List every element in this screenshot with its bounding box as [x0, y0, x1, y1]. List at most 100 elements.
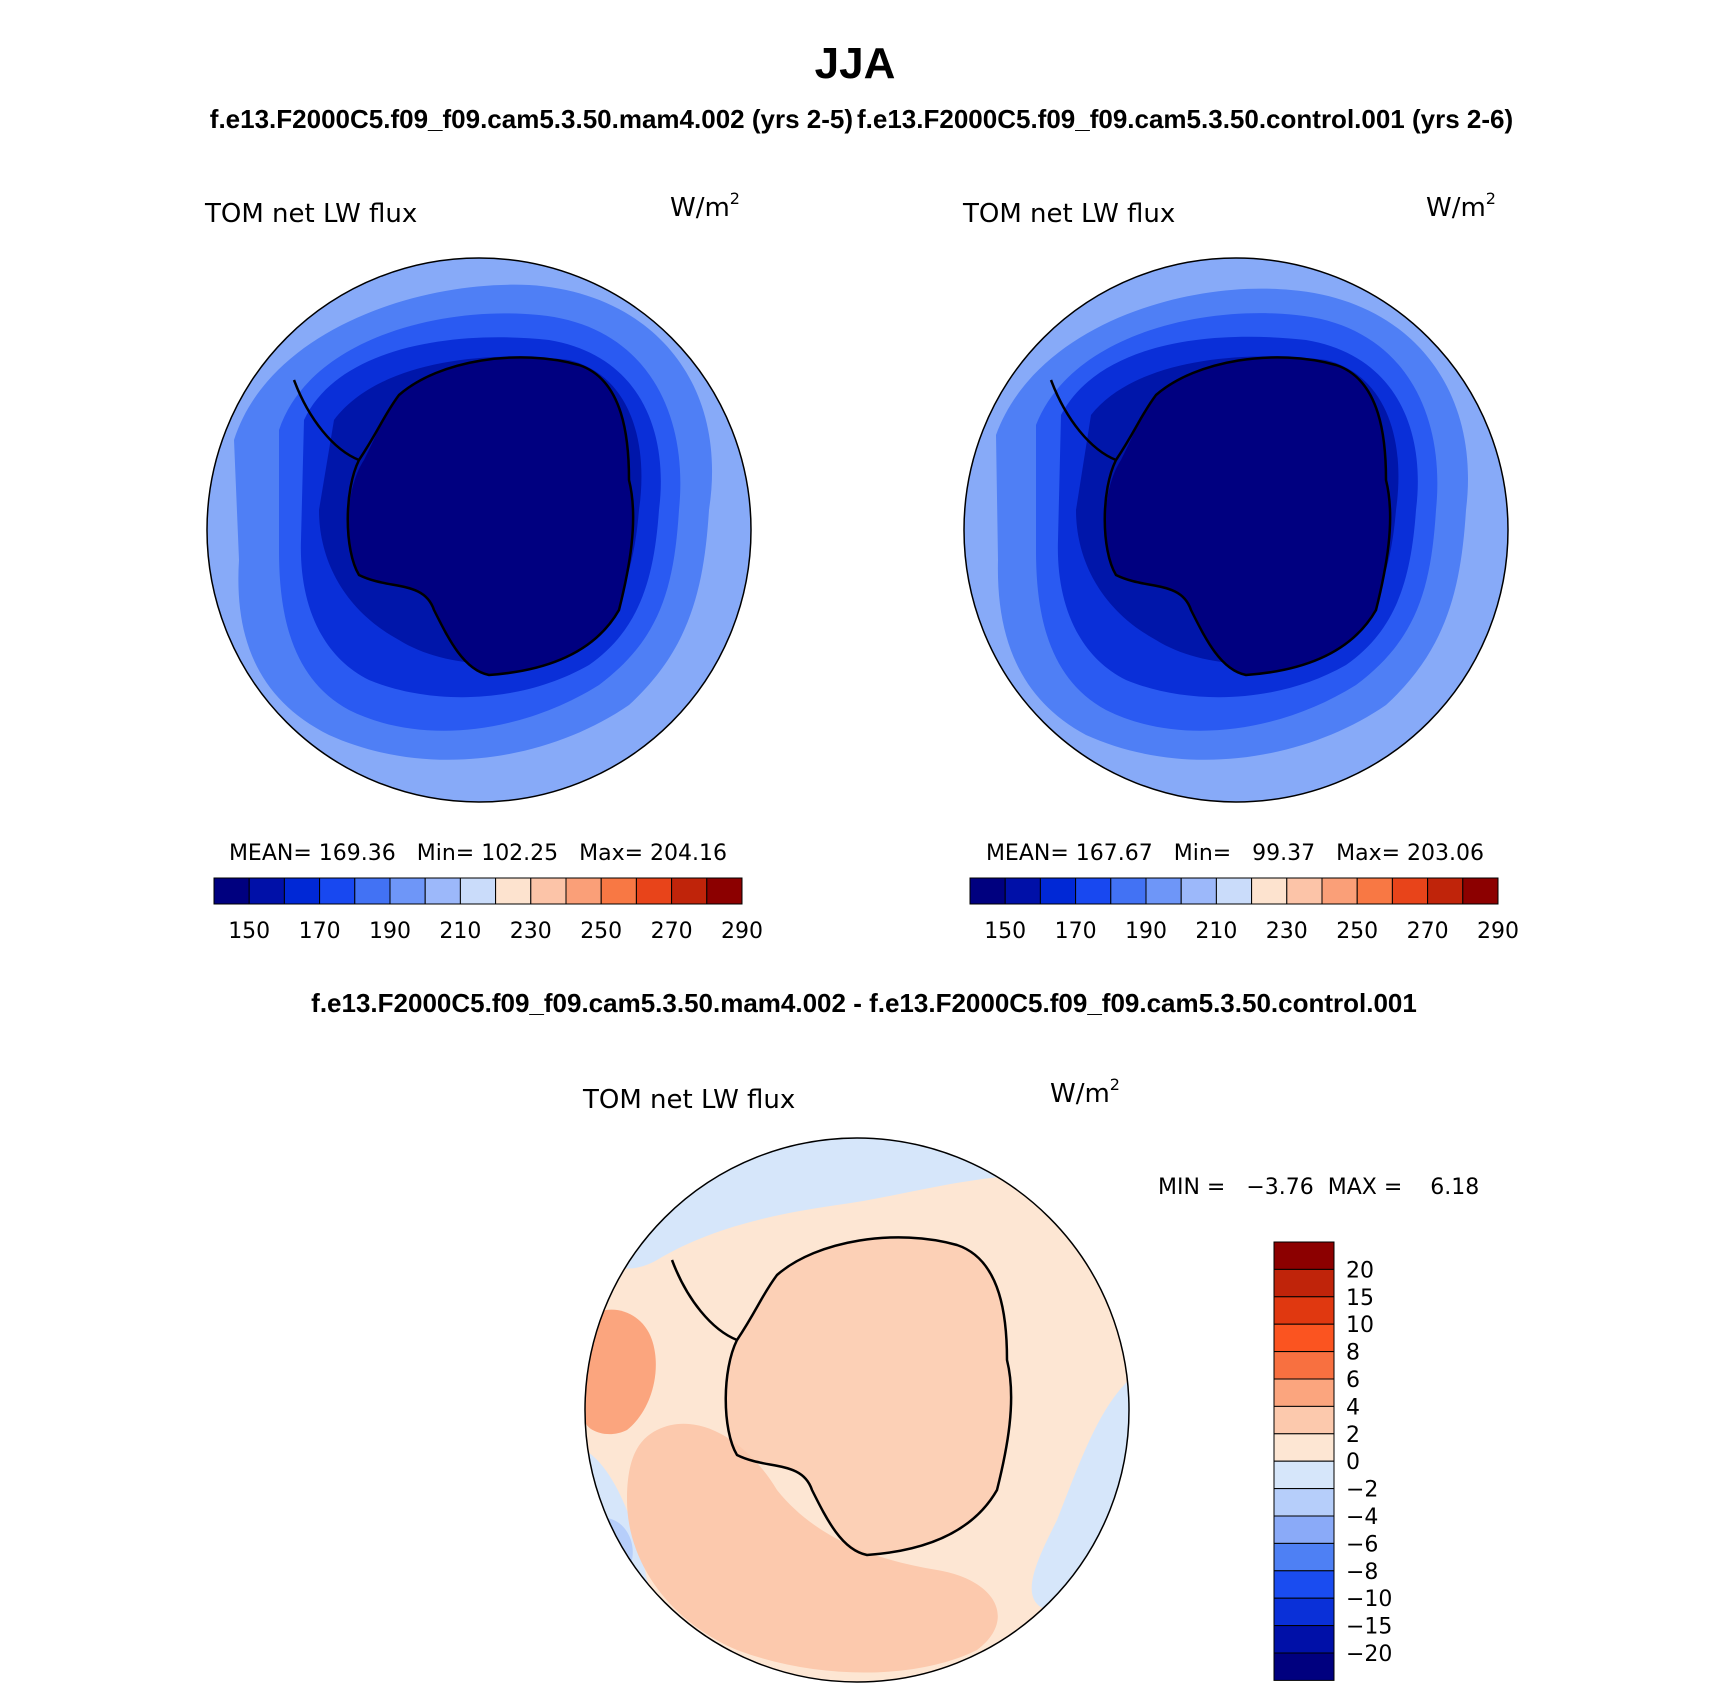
cbar1-swatch-12 — [635, 877, 673, 905]
cbar1-tick-7: 290 — [721, 919, 763, 944]
cbar2-swatch-7 — [1215, 877, 1253, 905]
difference-title: f.e13.F2000C5.f09_f09.cam5.3.50.mam4.002… — [311, 988, 1417, 1018]
cbar2-tick-6: 270 — [1407, 919, 1449, 944]
panel1-units: W/m2 — [670, 189, 740, 223]
cbar3-tick-9: −4 — [1346, 1505, 1378, 1530]
cbar2-tick-2: 190 — [1125, 919, 1167, 944]
cbar2-swatch-14 — [1462, 877, 1499, 905]
cbar2-tick-3: 210 — [1195, 919, 1237, 944]
cbar3-swatch-1 — [1273, 1268, 1335, 1298]
panel1-map — [206, 257, 752, 803]
cbar2-swatch-2 — [1039, 877, 1077, 905]
cbar2-swatch-13 — [1427, 877, 1464, 905]
cbar2-tick-0: 150 — [984, 919, 1026, 944]
cbar3-tick-1: 15 — [1346, 1286, 1374, 1311]
map1-antarctic-interior — [348, 357, 634, 675]
cbar2-swatch-6 — [1180, 877, 1217, 905]
cbar2-swatch-10 — [1321, 877, 1358, 905]
cbar3-tick-14: −20 — [1346, 1642, 1392, 1667]
cbar3-swatch-10 — [1273, 1515, 1335, 1544]
panel-difference: TOM net LW flux W/m2 MIN = −3.76 MAX = 6… — [582, 1075, 1479, 1683]
subtitle-case1: f.e13.F2000C5.f09_f09.cam5.3.50.mam4.002… — [210, 104, 853, 134]
cbar1-tick-6: 270 — [651, 919, 693, 944]
panel3-map — [584, 1137, 1130, 1683]
cbar3-swatch-0 — [1273, 1241, 1335, 1270]
cbar1-swatch-5 — [389, 877, 426, 905]
cbar2-swatch-8 — [1251, 877, 1288, 905]
cbar3-swatch-4 — [1273, 1351, 1335, 1380]
cbar2-tick-7: 290 — [1477, 919, 1519, 944]
cbar2-tick-5: 250 — [1336, 919, 1378, 944]
panel2-stats: MEAN= 167.67 Min= 99.37 Max= 203.06 — [986, 841, 1484, 866]
cbar3-swatch-6 — [1273, 1405, 1335, 1435]
cbar1-tick-2: 190 — [369, 919, 411, 944]
map3-weddell-warm — [585, 1309, 656, 1435]
map2-coastline — [1049, 356, 1392, 677]
cbar1-swatch-0 — [213, 877, 250, 905]
cbar1-swatch-9 — [530, 877, 567, 905]
map2-border — [963, 257, 1509, 803]
cbar1-tick-3: 210 — [439, 919, 481, 944]
map1-border — [206, 257, 752, 803]
cbar3-tick-4: 6 — [1346, 1368, 1360, 1393]
cbar3-swatch-9 — [1273, 1488, 1335, 1517]
cbar1-swatch-8 — [495, 877, 532, 905]
cbar2-tick-4: 230 — [1266, 919, 1308, 944]
panel2-map — [963, 257, 1509, 803]
cbar1-swatch-4 — [354, 877, 391, 905]
panel3-units: W/m2 — [1050, 1075, 1120, 1109]
cbar2-swatch-9 — [1286, 877, 1323, 905]
cbar3-tick-2: 10 — [1346, 1313, 1374, 1338]
cbar3-swatch-13 — [1273, 1597, 1335, 1627]
cbar2-swatch-11 — [1356, 877, 1393, 905]
panel3-title: TOM net LW flux — [582, 1085, 795, 1115]
map3-border — [584, 1137, 1130, 1683]
cbar3-tick-0: 20 — [1346, 1258, 1374, 1283]
cbar1-swatch-7 — [459, 877, 497, 905]
panel2-units: W/m2 — [1426, 189, 1496, 223]
map3-pacific-warm — [627, 1423, 998, 1673]
cbar3-tick-7: 0 — [1346, 1450, 1360, 1475]
cbar1-swatch-3 — [319, 877, 356, 905]
cbar3-swatch-8 — [1273, 1460, 1335, 1490]
cbar2-tick-1: 170 — [1055, 919, 1097, 944]
cbar3-tick-3: 8 — [1346, 1341, 1360, 1366]
cbar3-tick-10: −6 — [1346, 1532, 1378, 1557]
cbar2-swatch-3 — [1075, 877, 1112, 905]
panel2-colorbar: 150 170 190 210 230 250 270 290 — [969, 877, 1519, 944]
subtitle-case2: f.e13.F2000C5.f09_f09.cam5.3.50.control.… — [857, 104, 1513, 134]
cbar2-swatch-1 — [1004, 877, 1041, 905]
cbar3-swatch-11 — [1273, 1542, 1335, 1572]
cbar3-swatch-12 — [1273, 1570, 1335, 1599]
cbar1-swatch-1 — [248, 877, 285, 905]
cbar2-swatch-0 — [969, 877, 1006, 905]
cbar3-tick-12: −10 — [1346, 1587, 1392, 1612]
cbar3-swatch-5 — [1273, 1378, 1335, 1407]
map2-antarctic-interior — [1105, 357, 1391, 675]
cbar3-swatch-14 — [1273, 1625, 1335, 1654]
cbar1-swatch-6 — [424, 877, 461, 905]
panel1-title: TOM net LW flux — [204, 199, 417, 229]
cbar1-swatch-11 — [600, 877, 637, 905]
panel3-minmax: MIN = −3.76 MAX = 6.18 — [1158, 1175, 1479, 1200]
cbar3-tick-6: 2 — [1346, 1423, 1360, 1448]
map1-coastline — [292, 356, 635, 677]
cbar3-tick-8: −2 — [1346, 1478, 1378, 1503]
cbar2-swatch-5 — [1145, 877, 1182, 905]
season-title: JJA — [815, 39, 896, 88]
panel-case2: TOM net LW flux W/m2 MEAN= 167.67 Min= 9… — [962, 189, 1519, 944]
panel1-stats: MEAN= 169.36 Min= 102.25 Max= 204.16 — [229, 841, 727, 866]
map3-continent — [725, 1237, 1012, 1555]
cbar3-tick-13: −15 — [1346, 1615, 1392, 1640]
cbar1-swatch-10 — [565, 877, 602, 905]
cbar3-swatch-3 — [1273, 1323, 1335, 1353]
cbar1-tick-1: 170 — [299, 919, 341, 944]
cbar3-swatch-15 — [1273, 1652, 1335, 1681]
cbar1-swatch-14 — [706, 877, 743, 905]
cbar1-swatch-2 — [283, 877, 321, 905]
cbar1-swatch-13 — [671, 877, 708, 905]
panel1-colorbar: 150 170 190 210 230 250 270 290 — [213, 877, 763, 944]
cbar1-tick-0: 150 — [228, 919, 270, 944]
